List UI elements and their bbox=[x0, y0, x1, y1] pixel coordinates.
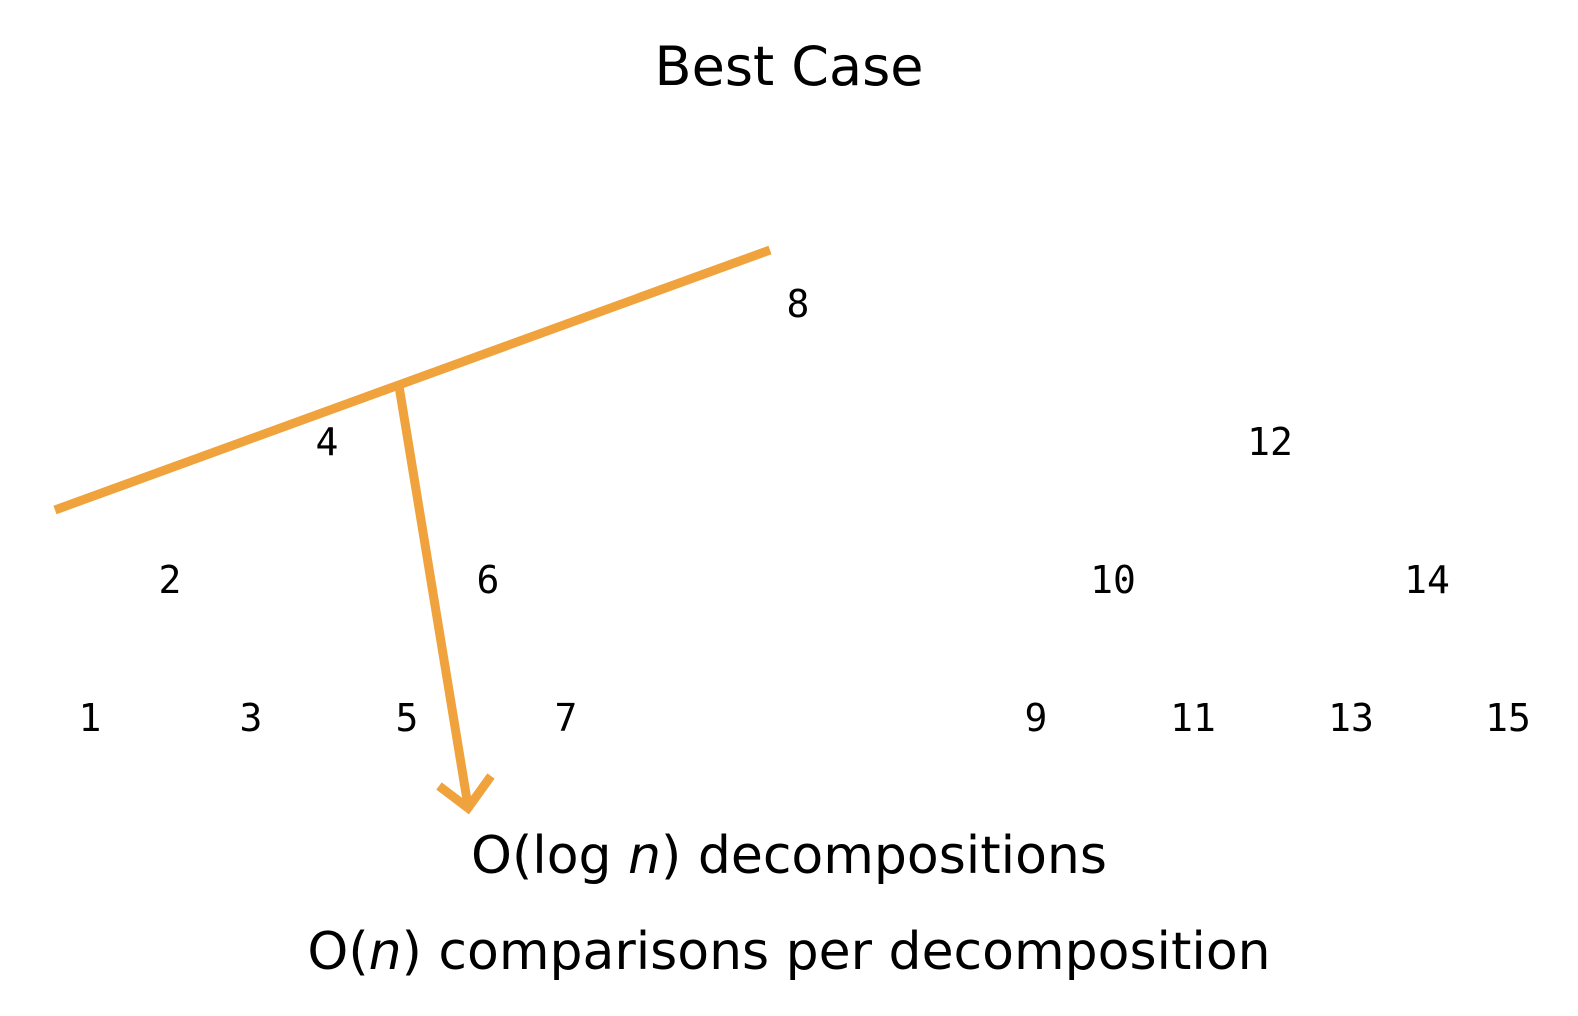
caption-suffix: ) decompositions bbox=[661, 826, 1107, 886]
caption-prefix: O(log bbox=[471, 826, 629, 886]
tree-node-leaf: 11 bbox=[1170, 696, 1216, 740]
tree-node: 4 bbox=[315, 420, 339, 464]
caption-suffix: ) comparisons per decomposition bbox=[401, 922, 1271, 982]
caption-decompositions: O(log n) decompositions bbox=[0, 824, 1578, 888]
tree-node: 14 bbox=[1404, 558, 1450, 602]
tree-node-leaf: 5 bbox=[395, 696, 419, 740]
tree-node: 10 bbox=[1090, 558, 1136, 602]
caption-variable: n bbox=[628, 826, 662, 886]
tree-node-leaf: 3 bbox=[239, 696, 263, 740]
depth-slope-line bbox=[53, 245, 772, 515]
tree-node: 6 bbox=[476, 558, 500, 602]
tree-node: 2 bbox=[158, 558, 182, 602]
diagram-title: Best Case bbox=[654, 35, 924, 98]
tree-node: 12 bbox=[1247, 420, 1293, 464]
arrow-shaft bbox=[394, 385, 473, 807]
caption-variable: n bbox=[368, 922, 402, 982]
tree-node-leaf: 15 bbox=[1485, 696, 1531, 740]
arrow-head-icon bbox=[436, 773, 495, 815]
tree-node-leaf: 7 bbox=[554, 696, 578, 740]
tree-node-leaf: 1 bbox=[78, 696, 102, 740]
tree-node-root: 8 bbox=[786, 282, 810, 326]
tree-node-leaf: 9 bbox=[1024, 696, 1048, 740]
tree-node-leaf: 13 bbox=[1328, 696, 1374, 740]
caption-prefix: O( bbox=[307, 922, 369, 982]
caption-comparisons: O(n) comparisons per decomposition bbox=[0, 920, 1578, 984]
